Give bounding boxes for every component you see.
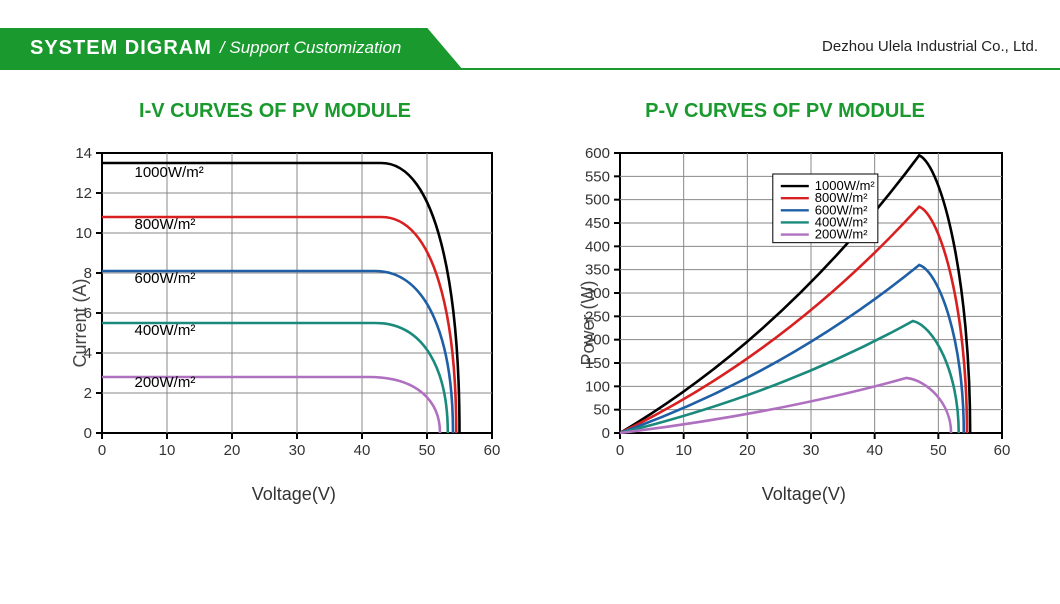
svg-text:100: 100 xyxy=(585,378,610,395)
svg-text:30: 30 xyxy=(803,442,820,459)
iv-chart-title: I-V CURVES OF PV MODULE xyxy=(139,100,411,123)
svg-text:200W/m²: 200W/m² xyxy=(815,227,868,242)
header-main-title: SYSTEM DIGRAM xyxy=(30,37,212,60)
svg-text:10: 10 xyxy=(159,442,176,459)
svg-text:20: 20 xyxy=(224,442,241,459)
svg-text:50: 50 xyxy=(419,442,436,459)
iv-chart-svg: 0102030405060024681012141000W/m²800W/m²6… xyxy=(40,143,510,473)
header-tab: SYSTEM DIGRAM / Support Customization xyxy=(0,28,461,68)
pv-chart-canvas-wrap: Power (W) 010203040506005010015020025030… xyxy=(550,143,1020,503)
svg-text:40: 40 xyxy=(354,442,371,459)
svg-text:0: 0 xyxy=(616,442,624,459)
svg-text:40: 40 xyxy=(866,442,883,459)
svg-text:450: 450 xyxy=(585,215,610,232)
svg-text:600: 600 xyxy=(585,145,610,162)
svg-text:20: 20 xyxy=(739,442,756,459)
svg-text:50: 50 xyxy=(930,442,947,459)
svg-text:0: 0 xyxy=(84,425,92,442)
iv-chart-xlabel: Voltage(V) xyxy=(252,484,336,505)
pv-chart-svg: 0102030405060050100150200250300350400450… xyxy=(550,143,1020,473)
svg-text:1000W/m²: 1000W/m² xyxy=(135,164,204,181)
pv-chart-xlabel: Voltage(V) xyxy=(762,484,846,505)
svg-text:550: 550 xyxy=(585,168,610,185)
header-company: Dezhou Ulela Industrial Co., Ltd. xyxy=(822,38,1038,55)
svg-text:0: 0 xyxy=(98,442,106,459)
iv-chart-wrap: I-V CURVES OF PV MODULE Current (A) 0 10 2… xyxy=(30,100,520,503)
svg-text:60: 60 xyxy=(994,442,1011,459)
svg-text:800W/m²: 800W/m² xyxy=(135,216,196,233)
svg-text:50: 50 xyxy=(593,402,610,419)
svg-text:500: 500 xyxy=(585,192,610,209)
header-subtitle: / Support Customization xyxy=(220,38,401,58)
svg-text:10: 10 xyxy=(75,225,92,242)
svg-text:0: 0 xyxy=(602,425,610,442)
svg-text:30: 30 xyxy=(289,442,306,459)
pv-chart-ylabel: Power (W) xyxy=(578,281,599,366)
svg-text:2: 2 xyxy=(84,385,92,402)
charts-row: I-V CURVES OF PV MODULE Current (A) 0 10 2… xyxy=(0,100,1060,503)
svg-text:60: 60 xyxy=(484,442,501,459)
svg-text:400: 400 xyxy=(585,238,610,255)
pv-chart-wrap: P-V CURVES OF PV MODULE Power (W) 0 10 20 3… xyxy=(540,100,1030,503)
header-bar: SYSTEM DIGRAM / Support Customization De… xyxy=(0,28,1060,70)
iv-chart-canvas-wrap: Current (A) 0102030405060024681012141000… xyxy=(40,143,510,503)
svg-text:400W/m²: 400W/m² xyxy=(135,322,196,339)
svg-text:12: 12 xyxy=(75,185,92,202)
svg-text:350: 350 xyxy=(585,262,610,279)
svg-text:200W/m²: 200W/m² xyxy=(135,374,196,391)
svg-text:600W/m²: 600W/m² xyxy=(135,270,196,287)
pv-chart-title: P-V CURVES OF PV MODULE xyxy=(645,100,925,123)
svg-text:10: 10 xyxy=(675,442,692,459)
svg-text:14: 14 xyxy=(75,145,92,162)
iv-chart-ylabel: Current (A) xyxy=(70,278,91,367)
